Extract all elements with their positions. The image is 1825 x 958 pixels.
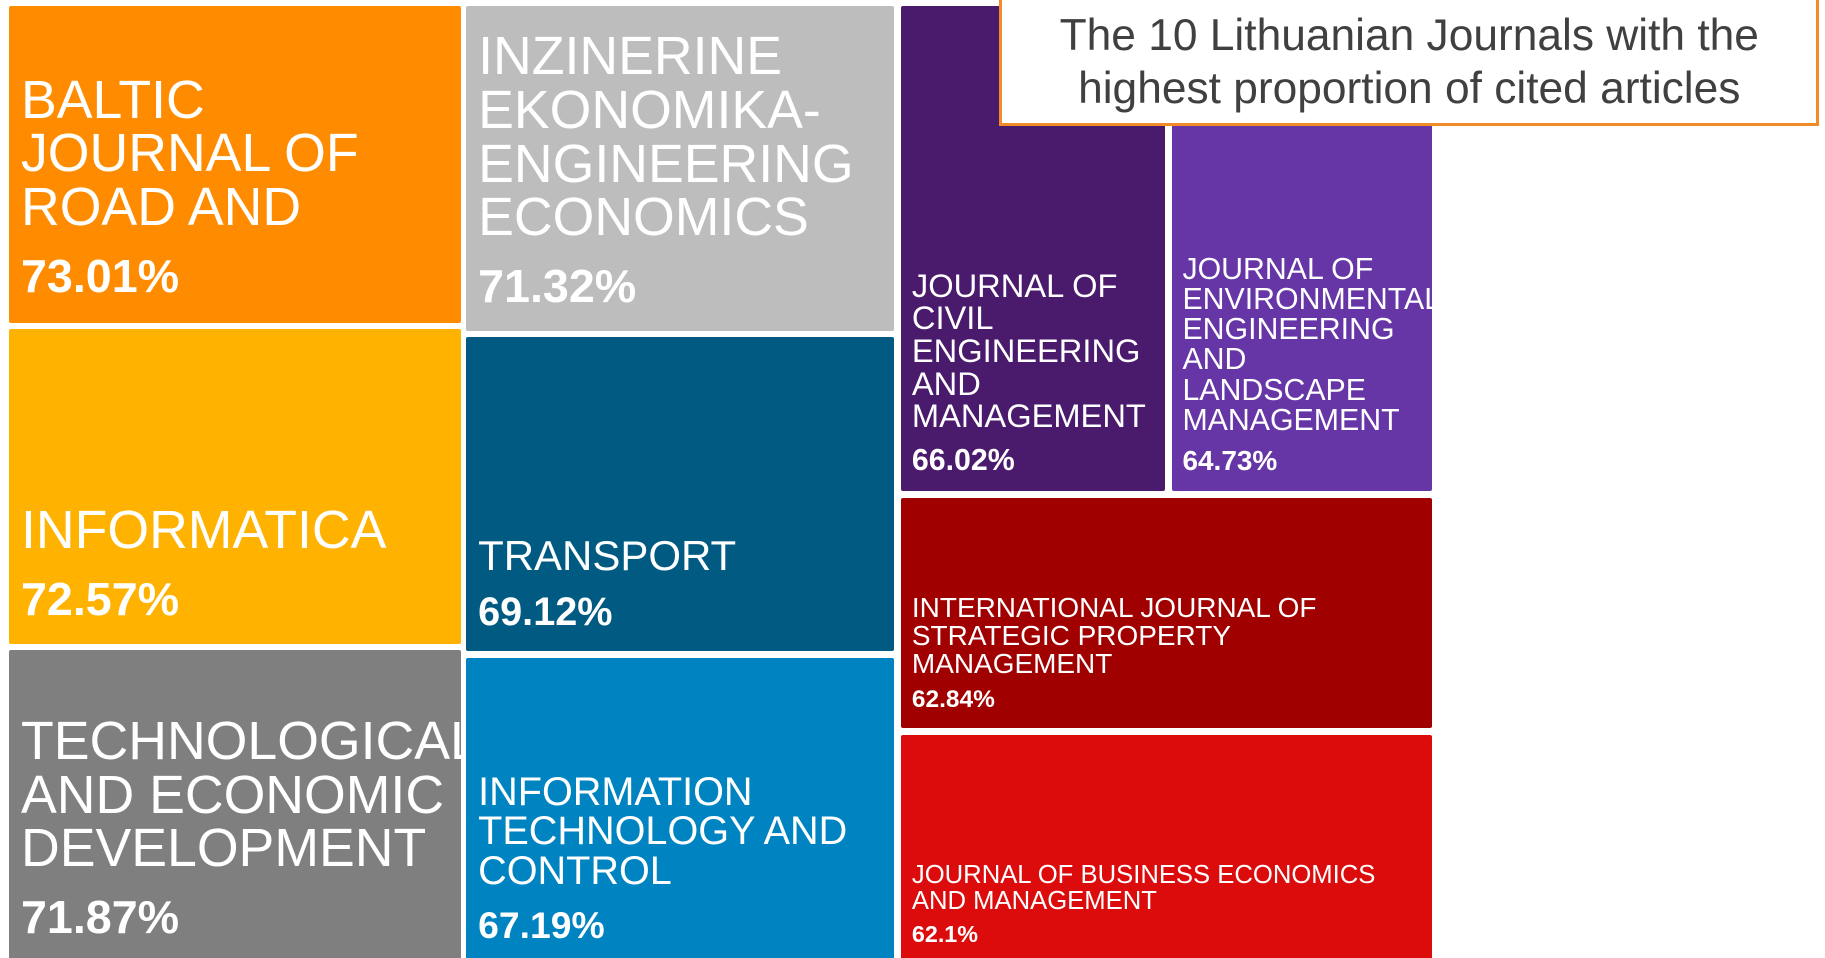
tile-label: BALTIC JOURNAL OF ROAD AND: [20, 73, 359, 235]
tile-value: 67.19%: [478, 903, 605, 946]
tile-label: INTERNATIONAL JOURNAL OF STRATEGIC PROPE…: [911, 594, 1317, 679]
treemap-tile: JOURNAL OF BUSINESS ECONOMICS AND MANAGE…: [901, 734, 1432, 958]
chart-title: The 10 Lithuanian Journals with the high…: [999, 0, 1820, 127]
tile-label: TECHNOLOGICAL AND ECONOMIC DEVELOPMENT: [20, 714, 461, 876]
tile-value: 72.57%: [20, 572, 180, 625]
tile-value: 64.73%: [1182, 445, 1278, 477]
tile-value: 66.02%: [911, 443, 1015, 477]
tile-value: 73.01%: [20, 249, 180, 302]
treemap-tile: BALTIC JOURNAL OF ROAD AND 73.01%: [9, 5, 461, 324]
tile-label: JOURNAL OF BUSINESS ECONOMICS AND MANAGE…: [911, 862, 1376, 915]
tile-label: TRANSPORT: [478, 534, 737, 577]
tile-label: INZINERINE EKONOMIKA-ENGINEERING ECONOMI…: [478, 30, 854, 245]
tile-value: 71.32%: [478, 260, 637, 313]
treemap-tile: INFORMATION TECHNOLOGY AND CONTROL 67.19%: [466, 657, 895, 958]
tile-label: INFORMATICA: [20, 503, 387, 558]
tile-label: JOURNAL OF ENVIRONMENTAL ENGINEERING AND…: [1182, 254, 1432, 437]
treemap-tile: INTERNATIONAL JOURNAL OF STRATEGIC PROPE…: [901, 497, 1432, 728]
tile-value: 69.12%: [478, 589, 613, 634]
treemap-tile: INZINERINE EKONOMIKA-ENGINEERING ECONOMI…: [466, 5, 895, 332]
tile-label: JOURNAL OF CIVIL ENGINEERING AND MANAGEM…: [911, 269, 1146, 433]
treemap-tile: INFORMATICA 72.57%: [9, 328, 461, 644]
tile-value: 71.87%: [20, 891, 180, 944]
tile-label: INFORMATION TECHNOLOGY AND CONTROL: [478, 772, 848, 892]
tile-value: 62.1%: [911, 921, 978, 948]
tile-value: 62.84%: [911, 685, 995, 713]
treemap-tile: TRANSPORT 69.12%: [466, 337, 895, 651]
treemap-tile: TECHNOLOGICAL AND ECONOMIC DEVELOPMENT 71…: [9, 649, 461, 958]
